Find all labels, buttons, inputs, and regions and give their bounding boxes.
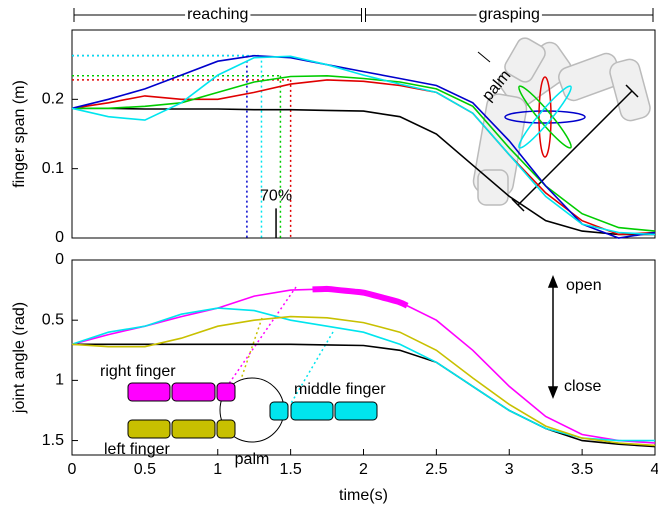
- palm-arrow: [477, 51, 491, 63]
- x-tick-label: 0.5: [134, 461, 156, 478]
- annotation-label: 70%: [260, 188, 292, 205]
- hand-illustration: [472, 37, 651, 206]
- x-tick-label: 3.5: [571, 461, 593, 478]
- y-tick-label: 0: [55, 251, 64, 268]
- x-tick-label: 2.5: [425, 461, 447, 478]
- y-tick-label: 1.5: [42, 432, 64, 449]
- open-close-arrow: [547, 274, 559, 400]
- scale-bar: [511, 84, 639, 212]
- x-tick-label: 4: [651, 461, 658, 478]
- left-finger-label: left finger: [104, 441, 170, 458]
- x-tick-label: 1.5: [280, 461, 302, 478]
- phase-label-bg: [185, 6, 251, 24]
- series-line: [72, 74, 656, 232]
- series-line: [71, 79, 656, 236]
- middle-finger-label: middle finger: [294, 381, 386, 398]
- x-tick-label: 2: [359, 461, 368, 478]
- y-tick-label: 1: [55, 372, 64, 389]
- series-line: [71, 54, 656, 239]
- y-tick-label: 0.2: [42, 91, 64, 108]
- close-label: close: [564, 378, 601, 395]
- open-label: open: [566, 277, 602, 294]
- series-line: [72, 107, 655, 236]
- phase-label: grasping: [479, 6, 540, 23]
- phase-label-bg: [476, 6, 542, 24]
- y-tick-label: 0.5: [42, 311, 64, 328]
- series-line: [71, 307, 655, 442]
- highlight-segment: [312, 285, 409, 309]
- finger-diagram: [127, 286, 378, 443]
- y-axis-label: finger span (m): [11, 80, 28, 188]
- y-axis-label: joint angle (rad): [11, 302, 28, 414]
- series-line: [71, 315, 656, 447]
- y-tick-label: 0.1: [42, 160, 64, 177]
- plot-frame: [71, 29, 656, 239]
- y-tick-label: 0: [55, 229, 64, 246]
- phase-label: reaching: [187, 6, 248, 23]
- palm-diagram-label: palm: [235, 451, 270, 468]
- span-ellipses: [504, 76, 586, 158]
- x-tick-label: 1: [213, 461, 222, 478]
- x-tick-label: 3: [505, 461, 514, 478]
- x-tick-label: 0: [68, 461, 77, 478]
- x-axis-label: time(s): [339, 487, 388, 504]
- series-line: [71, 55, 656, 236]
- right-finger-label: right finger: [100, 363, 176, 380]
- series-line: [72, 343, 656, 448]
